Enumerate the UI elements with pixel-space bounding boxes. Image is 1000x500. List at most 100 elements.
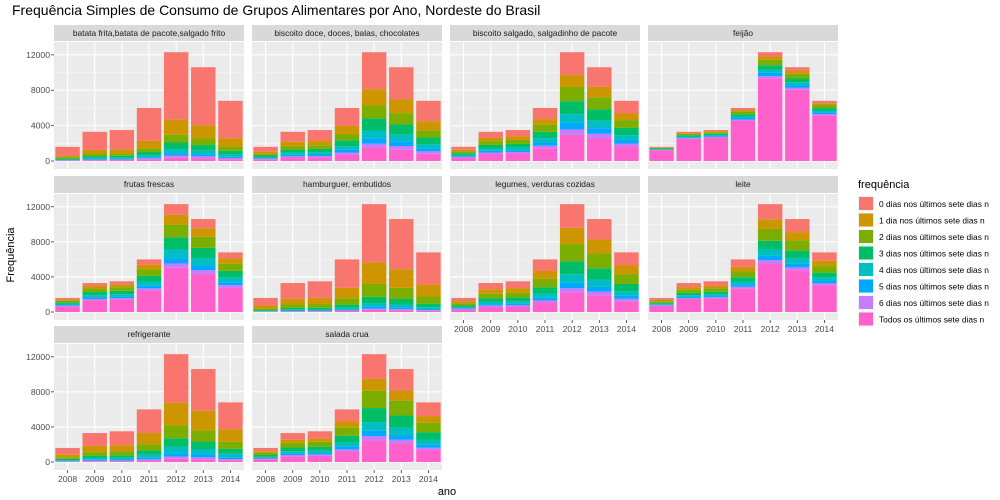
bar-segment	[136, 155, 162, 158]
facet-strip-label: batata frita,batata de pacote,salgado fr…	[73, 28, 226, 38]
bar-segment	[587, 133, 612, 139]
bar-segment	[389, 304, 414, 308]
chart-title: Frequência Simples de Consumo de Grupos …	[12, 2, 541, 18]
bar-segment	[280, 455, 305, 457]
bar-segment	[163, 157, 189, 161]
facet-strip	[54, 25, 244, 41]
bar-segment	[55, 302, 80, 304]
bar-segment	[307, 130, 333, 141]
x-tick-label: 2010	[706, 324, 725, 334]
bar-segment	[389, 435, 414, 440]
bar-segment	[451, 146, 476, 150]
bar-segment	[109, 290, 135, 295]
x-tick-label: 2009	[679, 324, 698, 334]
facet-strip	[252, 326, 442, 343]
facet-strip-label: hamburguer, embutidos	[303, 179, 391, 189]
bar-segment	[280, 453, 305, 456]
legend-swatch	[859, 197, 873, 210]
bar-segment	[757, 52, 783, 57]
bar-segment	[191, 441, 216, 449]
bar-segment	[218, 459, 243, 461]
bar-segment	[703, 131, 729, 133]
bar-segment	[307, 140, 333, 146]
facet-strip	[252, 176, 442, 193]
legend-entry-label: 3 dias nos últimos sete dias n	[879, 249, 989, 259]
bar-segment	[614, 265, 639, 275]
bar-segment	[361, 308, 387, 310]
x-tick-label: 2013	[590, 324, 609, 334]
bar-segment	[163, 52, 189, 120]
bar-segment	[389, 141, 414, 146]
bar-segment	[505, 139, 531, 144]
bar-segment	[478, 141, 503, 145]
facet-strip-label: biscoito doce, doces, balas, chocolates	[274, 28, 419, 38]
bar-segment	[587, 138, 612, 161]
bar-segment	[587, 120, 612, 129]
legend-title: frequência	[858, 179, 910, 191]
bar-segment	[361, 204, 387, 263]
bar-segment	[785, 270, 810, 312]
bar-segment	[532, 302, 558, 312]
bar-segment	[280, 156, 305, 158]
bar-segment	[451, 303, 476, 306]
bar-segment	[389, 269, 414, 288]
bar-segment	[218, 150, 243, 155]
facet-panel: biscoito salgado, salgadinho de pacote	[450, 25, 640, 169]
bar-segment	[389, 134, 414, 142]
bar-segment	[478, 298, 503, 302]
x-tick-label: 2011	[338, 474, 357, 484]
bar-segment	[505, 150, 531, 153]
bar-segment	[812, 283, 837, 286]
bar-segment	[82, 158, 107, 160]
bar-segment	[218, 100, 243, 139]
bar-segment	[614, 120, 639, 128]
bar-segment	[416, 284, 441, 297]
bar-segment	[280, 146, 305, 150]
bar-segment	[532, 278, 558, 288]
bar-segment	[334, 152, 360, 155]
x-tick-label: 2011	[536, 324, 555, 334]
bar-segment	[416, 303, 441, 308]
bar-segment	[163, 263, 189, 268]
bar-segment	[191, 270, 216, 274]
bar-segment	[416, 432, 441, 440]
bar-segment	[532, 259, 558, 271]
bar-segment	[307, 281, 333, 298]
bar-segment	[614, 274, 639, 284]
bar-segment	[532, 297, 558, 301]
bar-segment	[478, 304, 503, 306]
y-tick-label: 12000	[26, 202, 50, 212]
bar-segment	[280, 307, 305, 310]
bar-segment	[55, 297, 80, 300]
bar-segment	[676, 287, 701, 290]
bar-segment	[191, 410, 216, 431]
bar-segment	[307, 311, 333, 312]
bar-segment	[812, 277, 837, 281]
bar-segment	[587, 279, 612, 287]
bar-segment	[136, 148, 162, 152]
bar-segment	[559, 101, 585, 115]
bar-segment	[361, 390, 387, 409]
bar-segment	[587, 253, 612, 269]
bar-segment	[136, 151, 162, 156]
bar-segment	[307, 431, 333, 439]
bar-segment	[307, 156, 333, 158]
bar-segment	[163, 119, 189, 135]
facet-panel: batata frita,batata de pacote,salgado fr…	[26, 25, 244, 169]
bar-segment	[614, 100, 639, 114]
bar-segment	[253, 297, 278, 306]
bar-segment	[730, 259, 756, 267]
bar-segment	[703, 294, 729, 297]
bar-segment	[559, 114, 585, 123]
bar-segment	[559, 134, 585, 161]
bar-segment	[280, 298, 305, 305]
bar-segment	[676, 283, 701, 288]
bar-segment	[218, 263, 243, 271]
bar-segment	[253, 308, 278, 311]
bar-segment	[191, 138, 216, 146]
bar-segment	[451, 156, 476, 158]
bar-segment	[55, 304, 80, 306]
legend-entry-label: 1 dia nos últimos sete dias n	[879, 216, 985, 226]
bar-segment	[416, 402, 441, 417]
x-tick-label: 2012	[365, 474, 384, 484]
